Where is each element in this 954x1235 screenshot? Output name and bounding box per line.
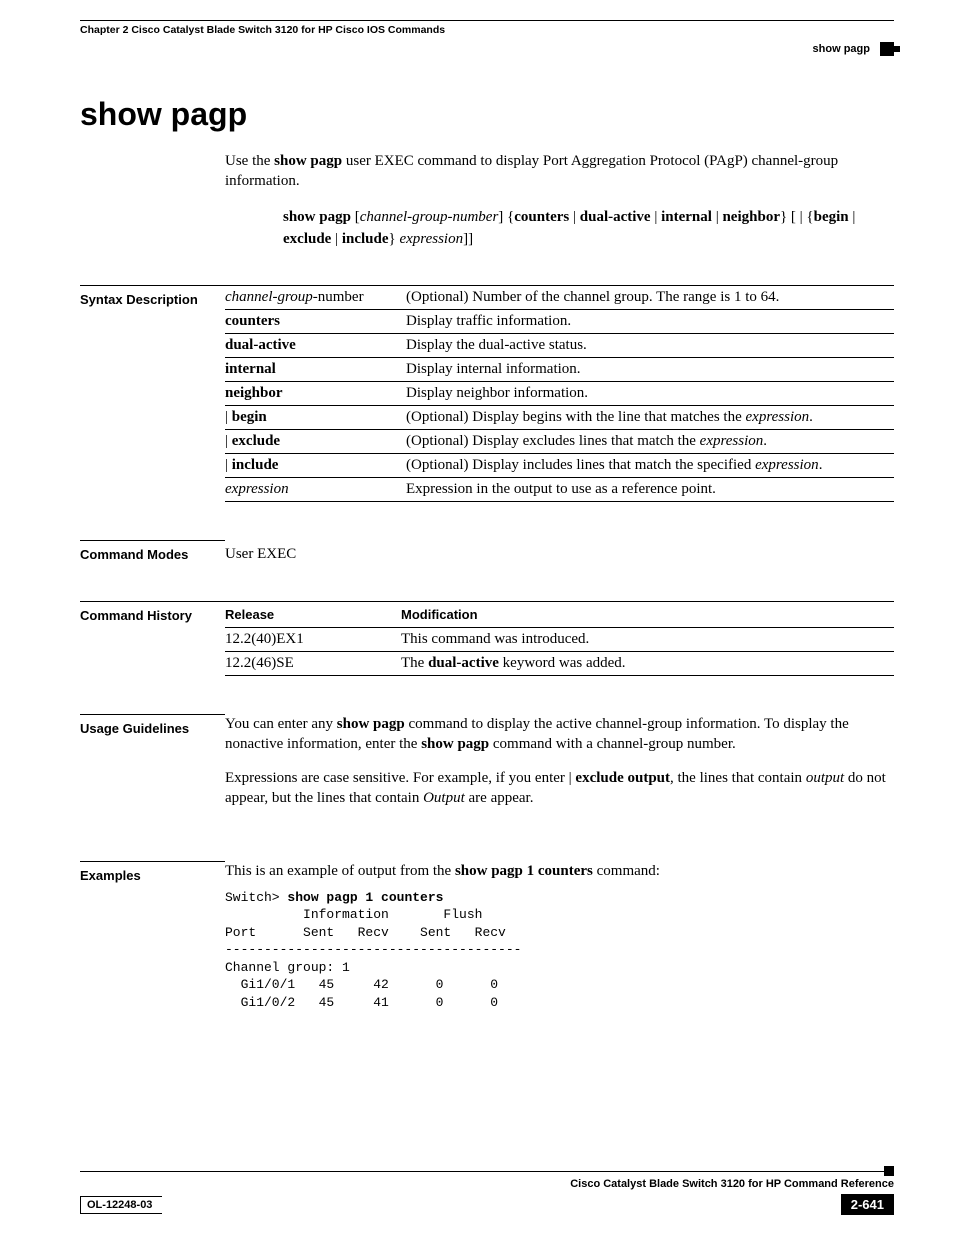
syntax-arg: | include [225,453,406,477]
page-footer: Cisco Catalyst Blade Switch 3120 for HP … [80,1166,894,1215]
usage-guidelines-section: Usage Guidelines You can enter any show … [80,714,894,823]
syntax-arg: | exclude [225,429,406,453]
usage-guidelines-body: You can enter any show pagp command to d… [225,714,894,823]
history-head-modification: Modification [401,601,894,627]
history-modification: This command was introduced. [401,627,894,651]
syntax-desc: (Optional) Display excludes lines that m… [406,429,894,453]
syntax-line: show pagp [channel-group-number] {counte… [283,206,894,251]
table-row: neighbor Display neighbor information. [225,381,894,405]
example-output: Switch> show pagp 1 counters Information… [225,889,894,1012]
footer-marker-icon [884,1166,894,1176]
history-modification: The dual-active keyword was added. [401,651,894,675]
syntax-arg: internal [225,357,406,381]
table-row: counters Display traffic information. [225,309,894,333]
usage-paragraph: Expressions are case sensitive. For exam… [225,768,894,809]
table-row: | begin (Optional) Display begins with t… [225,405,894,429]
syntax-arg: expression [225,477,406,501]
command-history-table: Release Modification 12.2(40)EX1 This co… [225,601,894,676]
syntax-desc: (Optional) Number of the channel group. … [406,285,894,309]
command-modes-value: User EXEC [225,540,894,563]
footer-page-number: 2-641 [841,1194,894,1215]
table-row: 12.2(46)SE The dual-active keyword was a… [225,651,894,675]
command-modes-label: Command Modes [80,540,225,562]
top-rule [80,20,894,21]
table-row: dual-active Display the dual-active stat… [225,333,894,357]
examples-label: Examples [80,861,225,883]
crumb-label: show pagp [813,43,870,55]
syntax-description-tbody: channel-group-number (Optional) Number o… [225,285,894,501]
page: Chapter 2 Cisco Catalyst Blade Switch 31… [0,0,954,1235]
examples-intro: This is an example of output from the sh… [225,861,894,881]
chapter-line: Chapter 2 Cisco Catalyst Blade Switch 31… [80,24,894,36]
syntax-desc: Display internal information. [406,357,894,381]
crumb-marker-icon [880,42,894,56]
footer-doc-id: OL-12248-03 [80,1196,162,1214]
command-modes-section: Command Modes User EXEC [80,540,894,563]
syntax-arg: dual-active [225,333,406,357]
intro-paragraph: Use the show pagp user EXEC command to d… [225,151,894,192]
command-history-section: Command History Release Modification 12.… [80,601,894,676]
footer-rule [80,1171,884,1172]
table-row: 12.2(40)EX1 This command was introduced. [225,627,894,651]
table-row: internal Display internal information. [225,357,894,381]
syntax-arg: counters [225,309,406,333]
history-release: 12.2(40)EX1 [225,627,401,651]
table-row: | include (Optional) Display includes li… [225,453,894,477]
table-row: | exclude (Optional) Display excludes li… [225,429,894,453]
footer-book-title: Cisco Catalyst Blade Switch 3120 for HP … [80,1178,894,1190]
crumb-bar: show pagp [80,42,894,56]
syntax-description-section: Syntax Description channel-group-number … [80,285,894,502]
usage-paragraph: You can enter any show pagp command to d… [225,714,894,755]
syntax-arg: neighbor [225,381,406,405]
usage-guidelines-label: Usage Guidelines [80,714,225,736]
syntax-desc: (Optional) Display includes lines that m… [406,453,894,477]
syntax-desc: Display neighbor information. [406,381,894,405]
intro-block: Use the show pagp user EXEC command to d… [225,151,894,251]
table-row: expression Expression in the output to u… [225,477,894,501]
command-title: show pagp [80,96,894,133]
syntax-description-table: channel-group-number (Optional) Number o… [225,285,894,502]
syntax-desc: Display traffic information. [406,309,894,333]
history-head-release: Release [225,601,401,627]
table-row: channel-group-number (Optional) Number o… [225,285,894,309]
syntax-arg: channel-group-number [225,285,406,309]
history-release: 12.2(46)SE [225,651,401,675]
syntax-arg: | begin [225,405,406,429]
syntax-description-label: Syntax Description [80,285,225,307]
syntax-desc: Display the dual-active status. [406,333,894,357]
syntax-desc: Expression in the output to use as a ref… [406,477,894,501]
examples-section: Examples This is an example of output fr… [80,861,894,1012]
syntax-desc: (Optional) Display begins with the line … [406,405,894,429]
history-tbody: 12.2(40)EX1 This command was introduced.… [225,627,894,675]
command-history-label: Command History [80,601,225,623]
